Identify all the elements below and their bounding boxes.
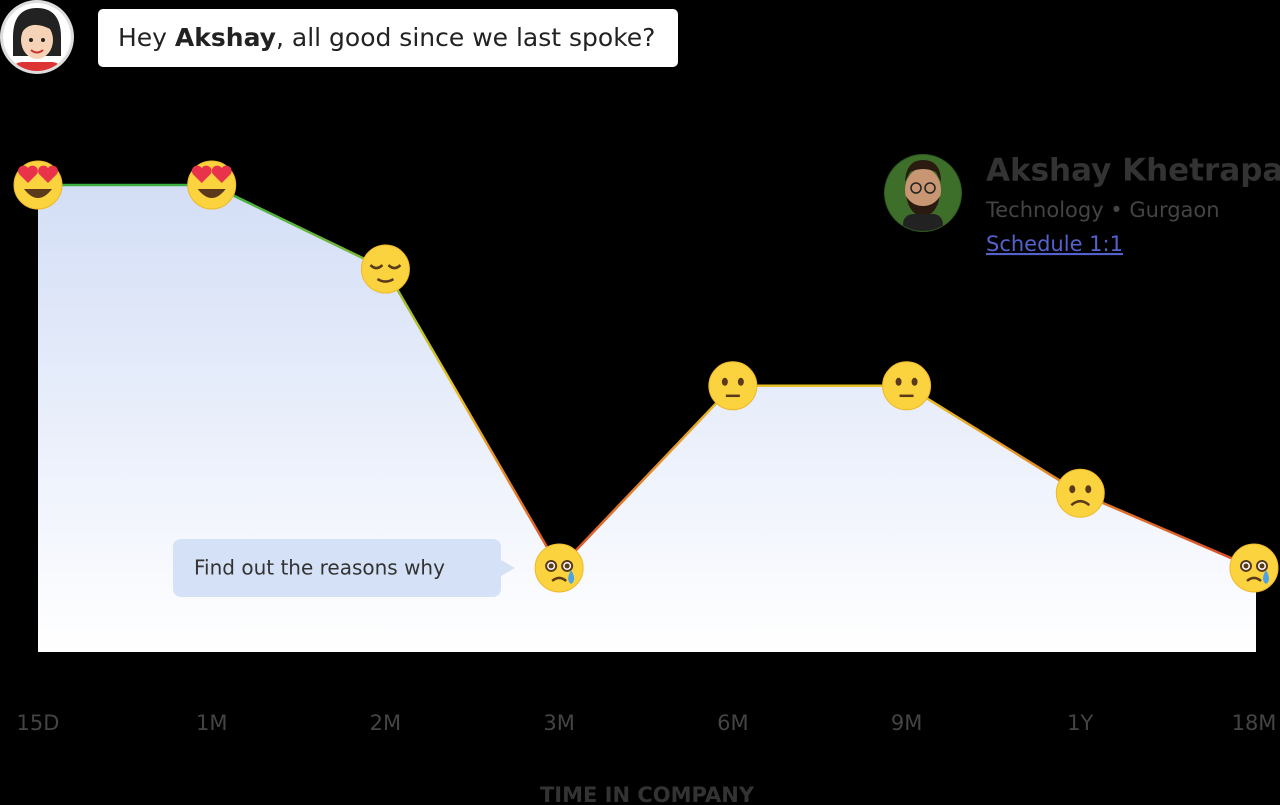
x-tick-label: 2M (370, 711, 401, 735)
x-tick-label: 18M (1232, 711, 1277, 735)
emoji-eye (369, 264, 384, 270)
emoji-face (708, 361, 758, 411)
chat-user-name: Akshay (175, 23, 276, 52)
chat-message: Hey Akshay, all good since we last spoke… (118, 23, 655, 52)
emoji-eye (911, 377, 918, 386)
emoji-pupil (564, 563, 570, 569)
emoji-eye (737, 377, 744, 386)
emoji-pupil (1259, 563, 1265, 569)
annotation-text: Find out the reasons why (194, 555, 445, 579)
profile-name: Akshay Khetrapal (986, 153, 1280, 189)
mood-emoji (1229, 543, 1279, 593)
emoji-mouth (197, 189, 226, 198)
mood-emoji (882, 361, 932, 411)
profile-photo (884, 154, 962, 232)
x-tick-label: 1Y (1067, 711, 1093, 735)
chat-text: , all good since we last spoke? (276, 23, 655, 52)
emoji-eye (387, 264, 402, 270)
emoji-face (1055, 468, 1105, 518)
emoji-mouth (376, 277, 395, 283)
annotation-bubble (173, 538, 515, 597)
mood-emoji (1055, 468, 1105, 518)
schedule-link[interactable]: Schedule 1:1 (986, 232, 1123, 256)
emoji-face (360, 244, 410, 294)
x-tick-label: 6M (717, 711, 748, 735)
emoji-mouth (1070, 499, 1091, 507)
emoji-tear (568, 569, 575, 584)
emoji-face (534, 543, 584, 593)
emoji-heart (38, 165, 58, 183)
emoji-pupil (1243, 563, 1249, 569)
mood-emoji (187, 160, 237, 210)
x-axis-label: TIME IN COMPANY (540, 783, 755, 805)
emoji-mouth (1246, 576, 1262, 582)
mood-emoji (360, 244, 410, 294)
emoji-heart (18, 165, 38, 183)
emoji-eye (895, 377, 902, 386)
emoji-face (1229, 543, 1279, 593)
mood-emoji (534, 543, 584, 593)
x-tick-label: 15D (17, 711, 60, 735)
profile-meta: Technology • Gurgaon (985, 198, 1220, 222)
mood-chart: 15D 1M 2M 3M 6M 9M 1Y 18M TIME IN COMPANY Find ou… (13, 160, 1279, 805)
chat-bubble (98, 9, 678, 67)
emoji-face (882, 361, 932, 411)
emoji-heart (211, 165, 232, 183)
x-tick-label: 1M (196, 711, 227, 735)
emoji-heart (191, 165, 212, 183)
bot-avatar (0, 0, 74, 74)
emoji-eye (1085, 485, 1092, 494)
area (38, 185, 1256, 652)
emoji-pupil (548, 563, 554, 569)
emoji-mouth (551, 576, 567, 582)
chat-text: Hey (118, 23, 175, 52)
emoji-mouth (24, 189, 52, 198)
emoji-eye (1069, 485, 1076, 494)
x-tick-label: 9M (891, 711, 922, 735)
mood-emoji (13, 160, 63, 210)
mood-emoji (708, 361, 758, 411)
emoji-eye (721, 377, 728, 386)
mood-line (38, 183, 1255, 571)
x-tick-label: 3M (543, 711, 574, 735)
emoji-tear (1263, 569, 1269, 584)
